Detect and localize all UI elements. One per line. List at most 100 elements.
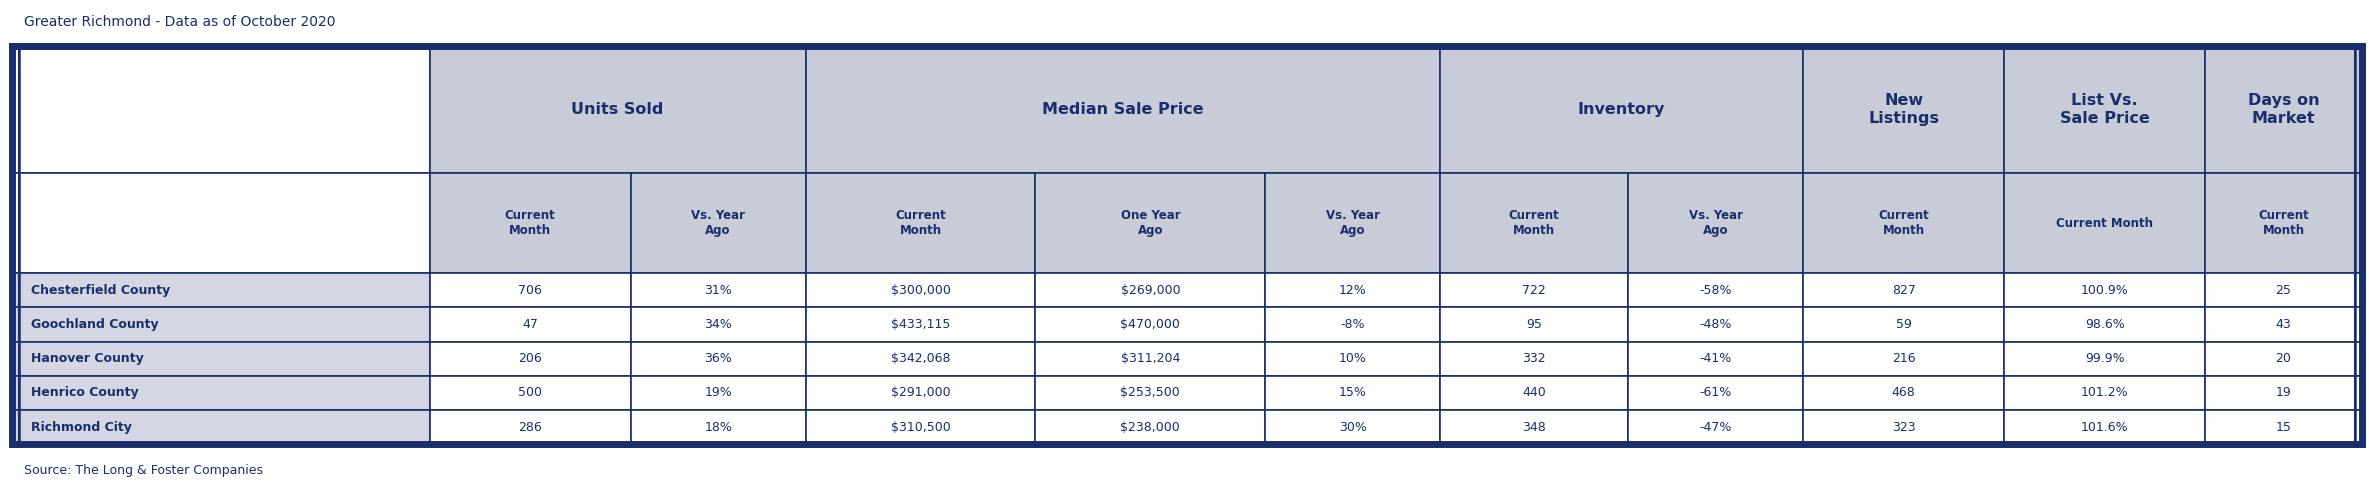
Text: $342,068: $342,068 (891, 352, 950, 365)
Text: 15%: 15% (1338, 386, 1367, 399)
Bar (1803, 341, 2004, 376)
Bar (12, 46, 2362, 444)
Bar (1265, 341, 1440, 376)
Text: New
Listings: New Listings (1869, 93, 1940, 126)
Text: Current
Month: Current Month (505, 209, 557, 237)
Bar (2206, 341, 2362, 376)
Bar (12, 307, 429, 341)
Text: Source: The Long & Foster Companies: Source: The Long & Foster Companies (24, 465, 263, 477)
Bar (1628, 376, 1803, 410)
Bar (429, 376, 630, 410)
Text: 36%: 36% (704, 352, 732, 365)
Text: 332: 332 (1523, 352, 1547, 365)
Bar (805, 341, 1035, 376)
Text: -8%: -8% (1341, 318, 1365, 331)
Text: Current
Month: Current Month (895, 209, 945, 237)
Text: -47%: -47% (1699, 421, 1732, 434)
Bar (12, 273, 429, 307)
Text: $291,000: $291,000 (891, 386, 950, 399)
Text: Henrico County: Henrico County (31, 386, 137, 399)
Bar (1440, 341, 1628, 376)
Bar (630, 273, 805, 307)
Text: 101.2%: 101.2% (2080, 386, 2127, 399)
Text: Vs. Year
Ago: Vs. Year Ago (1327, 209, 1379, 237)
Text: List Vs.
Sale Price: List Vs. Sale Price (2059, 93, 2149, 126)
Bar (1803, 307, 2004, 341)
Bar (2206, 273, 2362, 307)
Bar (2206, 173, 2362, 273)
Bar (1628, 307, 1803, 341)
Bar (1265, 173, 1440, 273)
Text: 19%: 19% (704, 386, 732, 399)
Text: $433,115: $433,115 (891, 318, 950, 331)
Text: Vs. Year
Ago: Vs. Year Ago (1689, 209, 1744, 237)
Text: Current
Month: Current Month (1879, 209, 1928, 237)
Bar (1803, 273, 2004, 307)
Bar (12, 376, 429, 410)
Text: 12%: 12% (1338, 284, 1367, 297)
Text: $269,000: $269,000 (1121, 284, 1180, 297)
Text: Richmond City: Richmond City (31, 421, 133, 434)
Bar (2004, 46, 2206, 173)
Bar (2206, 376, 2362, 410)
Bar (2004, 376, 2206, 410)
Bar (1628, 173, 1803, 273)
Bar (1628, 273, 1803, 307)
Text: Current
Month: Current Month (2258, 209, 2310, 237)
Bar (2004, 173, 2206, 273)
Bar (429, 173, 630, 273)
Text: 500: 500 (519, 386, 543, 399)
Text: 59: 59 (1895, 318, 1912, 331)
Bar (429, 341, 630, 376)
Text: 47: 47 (521, 318, 538, 331)
Text: 348: 348 (1523, 421, 1547, 434)
Bar (1035, 173, 1265, 273)
Bar (19, 47, 2355, 443)
Text: 100.9%: 100.9% (2080, 284, 2130, 297)
Bar (2206, 307, 2362, 341)
Text: 440: 440 (1523, 386, 1547, 399)
Bar (1035, 376, 1265, 410)
Text: 34%: 34% (704, 318, 732, 331)
Bar (429, 410, 630, 444)
Text: 18%: 18% (704, 421, 732, 434)
Text: 10%: 10% (1338, 352, 1367, 365)
Bar (1440, 307, 1628, 341)
Text: 30%: 30% (1338, 421, 1367, 434)
Text: 323: 323 (1893, 421, 1917, 434)
Text: Hanover County: Hanover County (31, 352, 145, 365)
Text: Greater Richmond - Data as of October 2020: Greater Richmond - Data as of October 20… (24, 15, 334, 28)
Text: 43: 43 (2277, 318, 2291, 331)
Text: $238,000: $238,000 (1121, 421, 1180, 434)
Bar (1035, 341, 1265, 376)
Text: 15: 15 (2277, 421, 2291, 434)
Text: 25: 25 (2277, 284, 2291, 297)
Text: Units Sold: Units Sold (571, 102, 663, 117)
Text: $300,000: $300,000 (891, 284, 950, 297)
Bar (429, 46, 805, 173)
Bar (1265, 376, 1440, 410)
Bar (1265, 410, 1440, 444)
Bar (12, 410, 429, 444)
Bar (2004, 341, 2206, 376)
Bar (2004, 307, 2206, 341)
Bar (805, 46, 1440, 173)
Bar (630, 376, 805, 410)
Text: 20: 20 (2277, 352, 2291, 365)
Text: 101.6%: 101.6% (2080, 421, 2127, 434)
Bar (12, 341, 429, 376)
Bar (12, 173, 429, 273)
Bar (1440, 376, 1628, 410)
Bar (1265, 273, 1440, 307)
Bar (1803, 173, 2004, 273)
Bar (1803, 410, 2004, 444)
Text: Vs. Year
Ago: Vs. Year Ago (692, 209, 746, 237)
Bar (1265, 307, 1440, 341)
Text: Current Month: Current Month (2056, 217, 2153, 230)
Text: $311,204: $311,204 (1121, 352, 1180, 365)
Text: $470,000: $470,000 (1121, 318, 1180, 331)
Text: Goochland County: Goochland County (31, 318, 159, 331)
Text: 722: 722 (1523, 284, 1547, 297)
Text: 286: 286 (519, 421, 543, 434)
Bar (1803, 376, 2004, 410)
